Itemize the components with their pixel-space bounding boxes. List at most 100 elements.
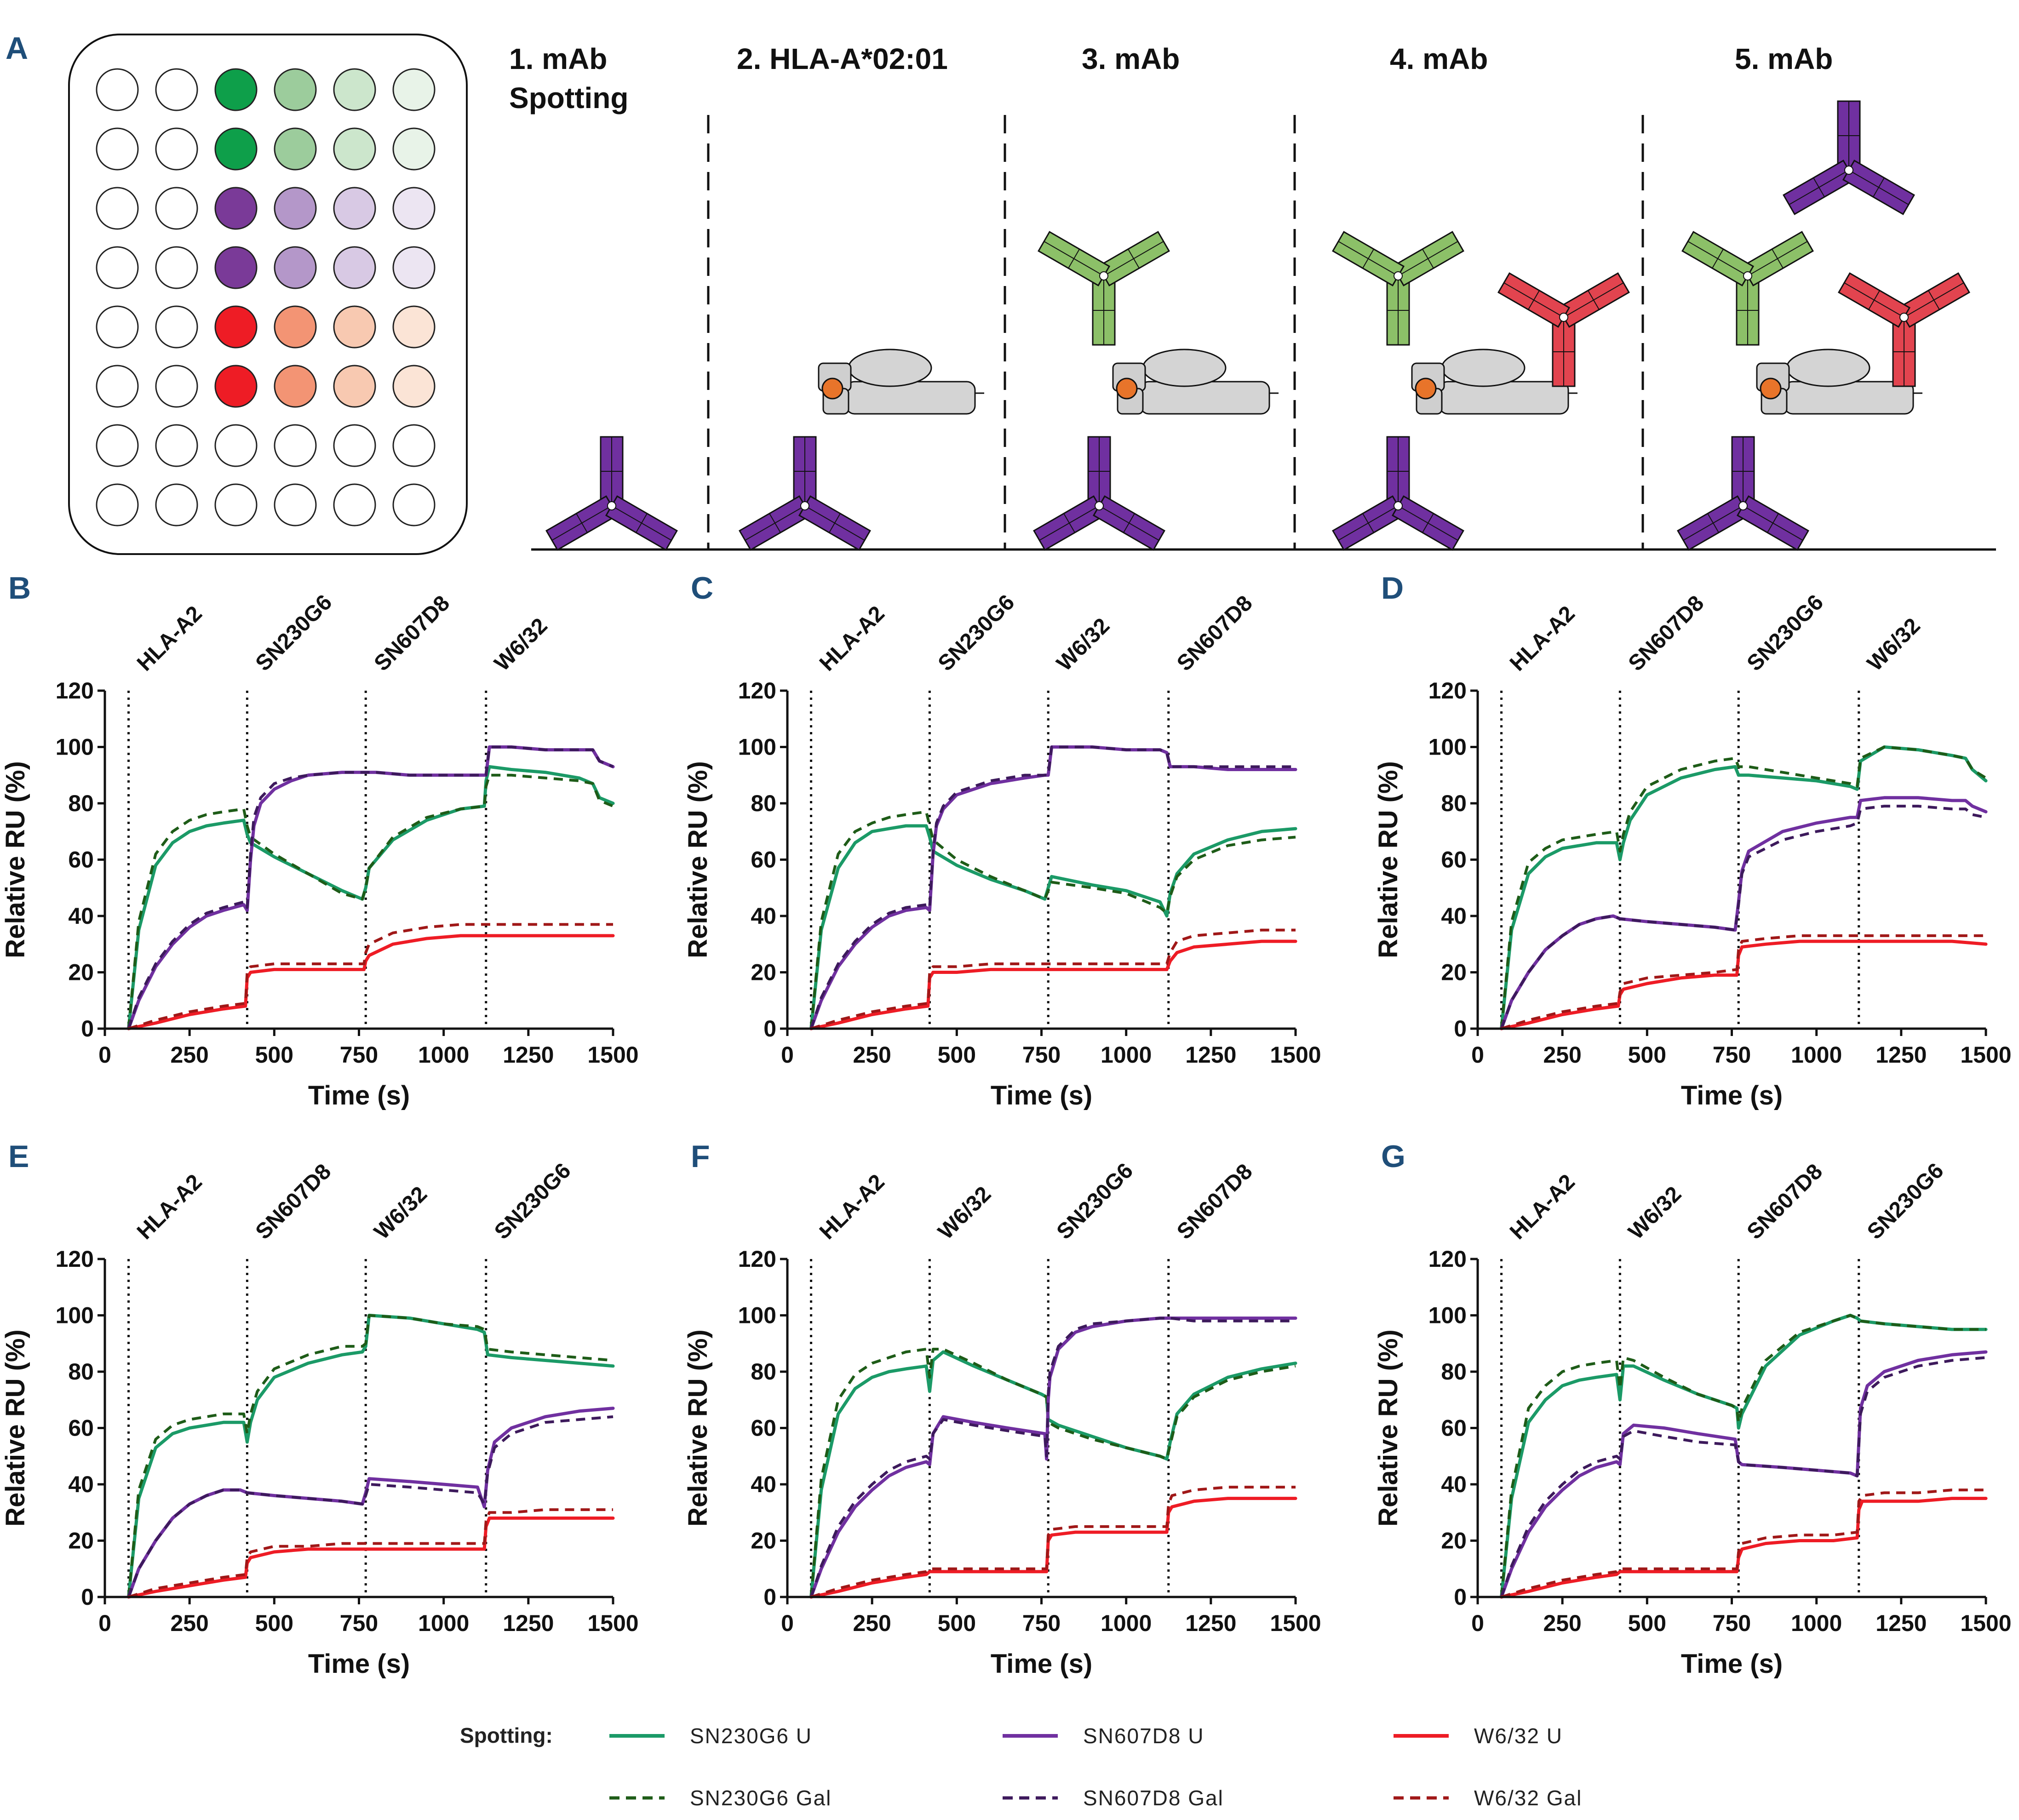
antibody-arm (545, 495, 619, 551)
x-tick-label: 1250 (1185, 1610, 1236, 1636)
series-line (127, 745, 614, 1029)
y-tick-label: 80 (68, 1359, 94, 1385)
plate-well (274, 187, 317, 230)
x-tick-label: 0 (1471, 1042, 1484, 1068)
panel-a: A 1. mAb Spotting 2. HLA-A*02:01 3. mAb … (6, 31, 1996, 555)
plate-well (274, 127, 317, 171)
y-tick-label: 120 (56, 678, 94, 704)
y-tick-label: 120 (738, 1246, 776, 1272)
series-line (809, 939, 1297, 1030)
antibody-chain-divider (1873, 177, 1885, 197)
plate-well (274, 246, 317, 289)
antibody-hinge (1095, 501, 1104, 510)
antibody-arm (1731, 436, 1755, 507)
antibody-hinge (800, 501, 809, 510)
y-tick-label: 100 (56, 734, 94, 760)
antibody-arm (1092, 275, 1116, 346)
x-tick-label: 0 (98, 1610, 111, 1636)
y-tick-label: 20 (68, 960, 94, 985)
series-line (127, 765, 615, 1030)
y-tick-label: 60 (1441, 1415, 1467, 1441)
series-line (128, 923, 613, 1030)
injection-label: HLA-A2 (1505, 1170, 1580, 1244)
y-tick-label: 0 (1454, 1016, 1467, 1042)
antibody-arm (1391, 231, 1464, 286)
beta2-microglobulin (1441, 349, 1526, 387)
x-tick-label: 750 (1713, 1042, 1751, 1068)
x-tick-label: 500 (938, 1610, 976, 1636)
series-line (127, 1314, 614, 1597)
series-line (1500, 1350, 1988, 1599)
panel-label-a: A (6, 31, 28, 66)
antibody-chain-divider (1422, 249, 1434, 269)
plate-well (96, 68, 139, 111)
plate-well (96, 424, 139, 467)
series-line (1500, 1356, 1986, 1597)
injection-label: SN607D8 (251, 1159, 336, 1244)
x-axis-label: Time (s) (308, 1649, 410, 1679)
x-tick-label: 1000 (418, 1042, 469, 1068)
beta2-microglobulin (848, 349, 932, 387)
x-tick-label: 250 (1543, 1610, 1581, 1636)
antibody-arm (798, 495, 871, 551)
x-tick-label: 1250 (1876, 1042, 1927, 1068)
antibody-chain-divider (1128, 249, 1140, 269)
y-axis-label: Relative RU (%) (0, 1329, 30, 1527)
series-line (127, 1314, 615, 1599)
antibody-arm (739, 495, 812, 551)
y-tick-label: 60 (68, 1415, 94, 1441)
plate-well (392, 305, 436, 349)
legend-item: SN607D8 U (1003, 1724, 1203, 1748)
y-tick-label: 120 (738, 678, 776, 704)
plate-well (96, 305, 139, 349)
legend-label: SN607D8 Gal (1083, 1786, 1224, 1810)
antibody (739, 436, 871, 551)
plate-well (274, 68, 317, 111)
plate-well (96, 365, 139, 408)
x-tick-label: 500 (938, 1042, 976, 1068)
y-tick-label: 80 (751, 1359, 776, 1385)
injection-label: SN607D8 (1172, 1159, 1257, 1244)
panel-label: G (1381, 1139, 1405, 1174)
series-line (1501, 934, 1986, 1030)
series-line (809, 1497, 1297, 1599)
injection-label: SN607D8 (370, 591, 455, 676)
hla-complex (1756, 349, 1922, 415)
x-tick-label: 750 (1713, 1610, 1751, 1636)
plate-well (155, 424, 198, 467)
hla-complex (1411, 349, 1577, 415)
y-tick-label: 40 (751, 1471, 776, 1497)
injection-label: SN230G6 (490, 1158, 576, 1244)
chart-panel-g: G HLA-A2 W6/32 SN607D8 SN230G6 0 20 40 60 80 100 12… (1373, 1139, 2012, 1679)
antibody-arm (605, 495, 678, 551)
y-tick-label: 0 (81, 1016, 94, 1042)
series-line (127, 934, 615, 1030)
series-line (1500, 796, 1988, 1030)
x-tick-label: 0 (98, 1042, 111, 1068)
plate-well (214, 483, 258, 527)
antibody-hinge (1738, 501, 1748, 510)
antibody-hinge (607, 501, 616, 510)
legend-title: Spotting: (460, 1723, 553, 1747)
injection-label: SN607D8 (1743, 1159, 1828, 1244)
injection-label: SN230G6 (1863, 1158, 1949, 1244)
series-line (810, 928, 1296, 1030)
injection-label: SN230G6 (1743, 590, 1829, 676)
series-line (127, 1407, 615, 1599)
antibody (1332, 231, 1464, 346)
plate-well (155, 187, 198, 230)
x-tick-label: 500 (1628, 1042, 1666, 1068)
panel-label: E (8, 1139, 29, 1174)
plate-well (155, 305, 198, 349)
y-axis-label: Relative RU (%) (683, 761, 713, 958)
series-line (1500, 745, 1987, 1029)
hla-heavy-chain (1140, 381, 1270, 415)
y-tick-label: 60 (68, 847, 94, 873)
x-tick-label: 0 (781, 1610, 794, 1636)
injection-label: W6/32 (1624, 1182, 1686, 1244)
x-tick-label: 0 (781, 1042, 794, 1068)
step-1-sublabel: Spotting (509, 81, 628, 114)
antibody-chain-divider (1707, 513, 1719, 533)
antibody-chain-divider (1767, 513, 1779, 533)
plate-well (214, 187, 258, 230)
